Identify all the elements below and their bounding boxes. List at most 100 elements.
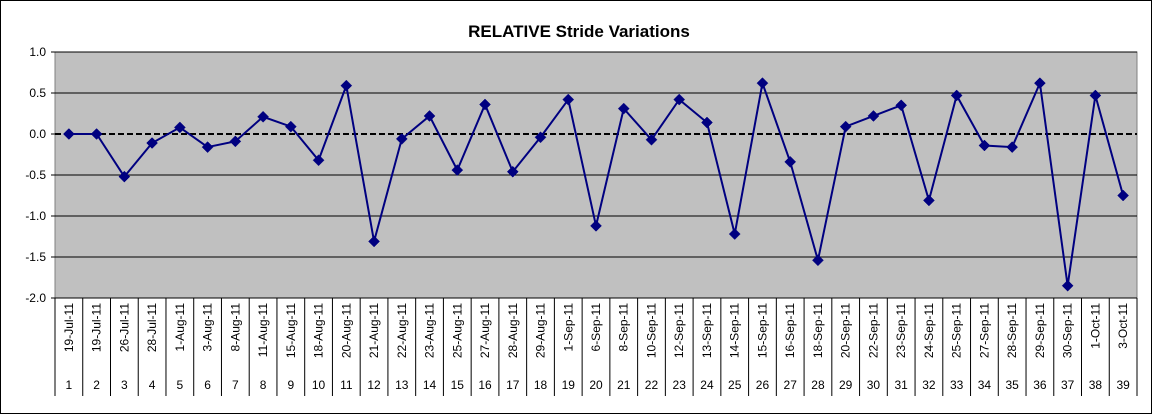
category-index-label: 35 (1005, 378, 1019, 392)
category-index-label: 15 (451, 378, 465, 392)
data-point-marker (673, 93, 686, 106)
category-date-label: 25-Sep-11 (950, 303, 964, 358)
category-index-label: 6 (204, 378, 211, 392)
data-point-marker (257, 110, 269, 123)
data-point-marker (340, 79, 353, 92)
data-point-marker (978, 139, 991, 152)
series-markers (63, 77, 1129, 292)
data-point-marker (756, 77, 769, 90)
category-index-label: 27 (784, 378, 798, 392)
category-date-label: 8-Aug-11 (228, 303, 242, 352)
data-point-marker (534, 131, 547, 144)
data-point-marker (479, 98, 491, 111)
category-date-label: 15-Aug-11 (284, 303, 298, 358)
data-point-marker (839, 120, 852, 133)
data-point-marker (728, 228, 741, 240)
category-index-label: 8 (260, 378, 267, 392)
data-point-marker (1089, 89, 1102, 102)
y-tick-label: -2.0 (25, 291, 46, 305)
category-axis-table: 19-Jul-11 1 19-Jul-11 2 26-Jul-11 3 28-Jul-11 4… (54, 297, 1138, 396)
category-date-label: 13-Sep-11 (700, 303, 714, 358)
category-date-label: 18-Sep-11 (811, 303, 825, 358)
data-point-marker (312, 154, 325, 167)
data-point-marker (1061, 279, 1074, 292)
category-date-label: 3-Aug-11 (201, 303, 215, 352)
data-point-marker (1117, 189, 1129, 202)
category-date-label: 1-Oct-11 (1088, 303, 1102, 349)
data-point-marker (395, 133, 408, 145)
category-date-label: 16-Sep-11 (783, 303, 797, 358)
data-point-marker (173, 121, 186, 134)
category-index-label: 7 (232, 378, 239, 392)
category-date-label: 29-Sep-11 (1033, 303, 1047, 358)
category-index-label: 28 (811, 378, 825, 392)
category-index-label: 12 (367, 378, 381, 392)
category-date-label: 15-Sep-11 (755, 303, 769, 358)
category-date-label: 12-Sep-11 (672, 303, 686, 358)
data-point-marker (562, 93, 575, 106)
category-date-label: 21-Aug-11 (367, 303, 381, 358)
category-date-label: 27-Aug-11 (478, 303, 492, 358)
data-point-marker (368, 235, 380, 248)
category-index-label: 21 (617, 378, 631, 392)
category-index-label: 38 (1089, 378, 1103, 392)
category-index-label: 17 (506, 378, 520, 392)
category-date-label: 22-Sep-11 (866, 303, 880, 358)
category-index-label: 34 (978, 378, 992, 392)
data-point-marker (950, 89, 963, 102)
y-axis-tick-labels: 1.0 0.5 0.0 -0.5 -1.0 -1.5 -2.0 (25, 45, 46, 305)
y-tick-label: -1.5 (25, 250, 46, 264)
category-index-label: 13 (395, 378, 409, 392)
data-point-marker (229, 135, 242, 148)
data-point-marker (784, 156, 797, 168)
category-date-label: 14-Sep-11 (728, 303, 742, 358)
category-date-label: 19-Jul-11 (90, 303, 104, 352)
category-index-label: 1 (66, 378, 73, 392)
category-index-label: 14 (423, 378, 437, 392)
category-index-label: 20 (589, 378, 603, 392)
data-point-marker (423, 110, 436, 122)
category-date-label: 1-Aug-11 (173, 303, 187, 352)
data-point-marker (867, 110, 880, 122)
category-index-label: 11 (340, 378, 353, 392)
category-date-label: 28-Jul-11 (145, 303, 159, 352)
data-point-marker (201, 141, 214, 153)
category-date-label: 11-Aug-11 (256, 303, 270, 358)
category-index-label: 33 (950, 378, 964, 392)
data-point-marker (812, 254, 824, 267)
data-point-marker (923, 194, 935, 207)
category-index-label: 9 (287, 378, 294, 392)
data-point-marker (506, 165, 519, 178)
category-index-label: 25 (728, 378, 742, 392)
data-point-marker (701, 116, 713, 129)
category-index-label: 31 (894, 378, 908, 392)
category-index-label: 37 (1061, 378, 1075, 392)
y-tick-label: 0.0 (29, 127, 46, 141)
category-index-label: 24 (700, 378, 714, 392)
category-date-label: 20-Sep-11 (839, 303, 853, 358)
category-date-label: 28-Sep-11 (1005, 303, 1019, 358)
category-date-label: 24-Sep-11 (922, 303, 936, 358)
category-date-label: 6-Sep-11 (589, 303, 603, 352)
data-point-marker (146, 137, 158, 149)
category-index-label: 26 (756, 378, 770, 392)
category-date-label: 18-Aug-11 (312, 303, 326, 358)
category-index-label: 10 (312, 378, 326, 392)
data-point-marker (451, 164, 464, 176)
category-date-label: 3-Oct-11 (1116, 303, 1130, 349)
data-point-marker (118, 170, 131, 183)
y-tick-label: -0.5 (25, 168, 46, 182)
category-date-label: 1-Sep-11 (561, 303, 575, 352)
data-point-marker (590, 219, 602, 232)
chart-title: RELATIVE Stride Variations (468, 22, 690, 41)
category-date-label: 22-Aug-11 (395, 303, 409, 358)
category-index-label: 16 (478, 378, 492, 392)
data-point-marker (645, 133, 658, 146)
category-date-label: 25-Aug-11 (450, 303, 464, 358)
category-index-label: 29 (839, 378, 853, 392)
y-tick-label: 0.5 (29, 86, 46, 100)
category-date-label: 23-Aug-11 (423, 303, 437, 358)
category-date-label: 26-Jul-11 (117, 303, 131, 352)
